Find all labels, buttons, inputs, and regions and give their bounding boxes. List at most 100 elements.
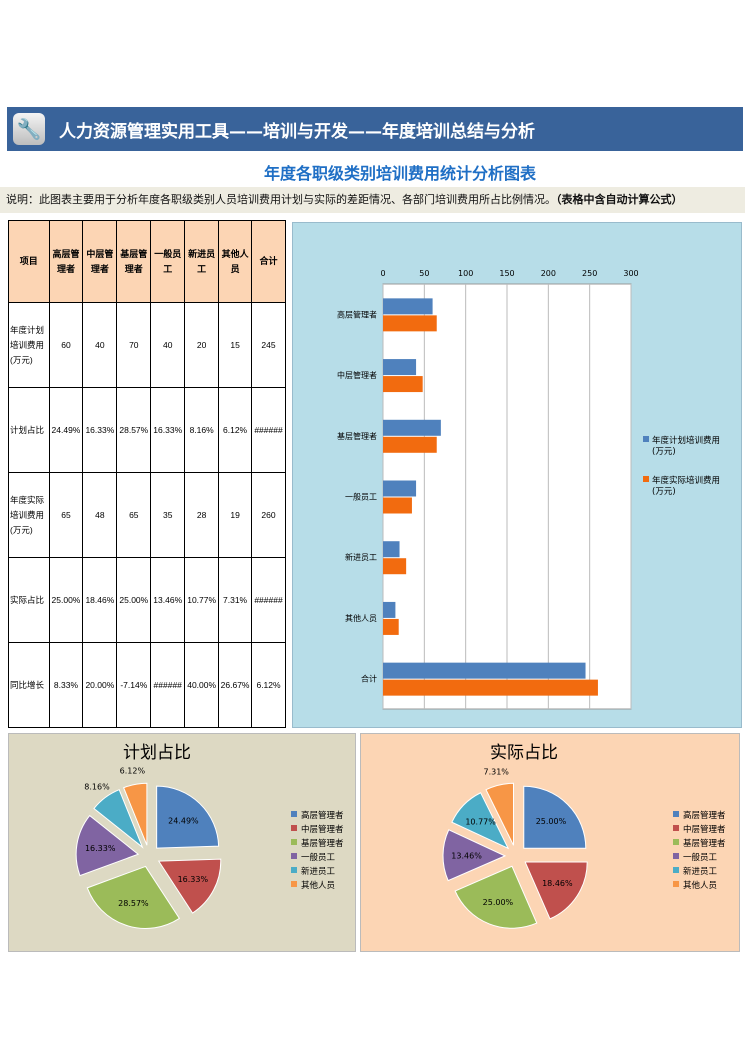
column-header: 新进员工: [184, 220, 220, 303]
legend-swatch: [673, 867, 679, 873]
table-cell[interactable]: 16.33%: [150, 387, 186, 473]
category-label: 中层管理者: [337, 370, 377, 380]
table-cell[interactable]: 20.00%: [82, 642, 118, 728]
legend-label: 新进员工: [301, 866, 336, 877]
table-cell[interactable]: 25.00%: [48, 557, 84, 643]
row-label[interactable]: 计划占比: [8, 387, 50, 473]
table-cell[interactable]: 40.00%: [184, 642, 220, 728]
bar-plan: [383, 419, 441, 436]
table-cell[interactable]: 65: [48, 472, 84, 558]
pie-slice: [485, 782, 514, 846]
table-cell[interactable]: 13.46%: [150, 557, 186, 643]
table-cell[interactable]: 25.00%: [116, 557, 152, 643]
legend-label-unit: (万元): [652, 487, 676, 497]
table-cell[interactable]: 70: [116, 302, 152, 388]
table-cell[interactable]: 35: [150, 472, 186, 558]
bar-plan: [383, 480, 417, 497]
x-tick-label: 100: [458, 269, 473, 278]
table-cell[interactable]: 245: [251, 302, 286, 388]
row-label[interactable]: 年度实际培训费用(万元): [8, 472, 50, 558]
table-cell[interactable]: 28.57%: [116, 387, 152, 473]
legend-swatch: [643, 436, 649, 442]
bar-plan: [383, 541, 400, 558]
bar-plan: [383, 601, 396, 618]
plan-pie-panel: 计划占比 24.49% 16.33% 28.57% 16.33% 8.16% 6.12% 高层…: [8, 733, 356, 952]
table-cell[interactable]: ######: [251, 387, 286, 473]
description-note: （表格中含自动计算公式）: [556, 193, 683, 206]
category-label: 一般员工: [345, 492, 377, 502]
table-cell[interactable]: 7.31%: [218, 557, 253, 643]
table-cell[interactable]: 6.12%: [218, 387, 253, 473]
table-cell[interactable]: 16.33%: [82, 387, 118, 473]
table-cell[interactable]: -7.14%: [116, 642, 152, 728]
bar-actual: [383, 558, 407, 575]
table-cell[interactable]: 48: [82, 472, 118, 558]
table-cell[interactable]: 28: [184, 472, 220, 558]
data-label: 24.49%: [168, 816, 199, 825]
bar-plan: [383, 662, 586, 679]
legend-swatch: [673, 881, 679, 887]
legend-label: 中层管理者: [683, 824, 726, 835]
table-cell[interactable]: 6.12%: [251, 642, 286, 728]
table-cell[interactable]: 18.46%: [82, 557, 118, 643]
table-row: 年度实际培训费用(万元) 65 48 65 35 28 19 260: [8, 472, 286, 558]
table-cell[interactable]: ######: [150, 642, 186, 728]
table-cell[interactable]: 260: [251, 472, 286, 558]
legend-swatch: [673, 825, 679, 831]
legend-label: 高层管理者: [683, 810, 726, 821]
table-cell[interactable]: 26.67%: [218, 642, 253, 728]
legend-label: 中层管理者: [301, 824, 344, 835]
legend-label: 基层管理者: [683, 838, 726, 849]
table-cell[interactable]: 15: [218, 302, 253, 388]
column-header: 高层管理者: [48, 220, 84, 303]
legend-label: 基层管理者: [301, 838, 344, 849]
bar-plan: [383, 359, 417, 376]
pie-slice: [122, 782, 148, 846]
description: 说明：此图表主要用于分析年度各职级类别人员培训费用计划与实际的差距情况、各部门培…: [0, 187, 745, 213]
row-label[interactable]: 年度计划培训费用(万元): [8, 302, 50, 388]
data-label: 18.46%: [542, 879, 573, 888]
table-cell[interactable]: 19: [218, 472, 253, 558]
legend-swatch: [643, 476, 649, 482]
pie-slice: [451, 792, 510, 850]
bar-plan: [383, 298, 433, 315]
row-label[interactable]: 实际占比: [8, 557, 50, 643]
table-cell[interactable]: 65: [116, 472, 152, 558]
wrench-icon: 🔧: [13, 113, 45, 145]
data-label: 16.33%: [85, 844, 116, 853]
legend-swatch: [291, 881, 297, 887]
column-header: 其他人员: [218, 220, 253, 303]
table-row: 年度计划培训费用(万元) 60 40 70 40 20 15 245: [8, 302, 286, 388]
column-header: 基层管理者: [116, 220, 152, 303]
data-label: 25.00%: [536, 817, 567, 826]
data-label: 16.33%: [178, 875, 209, 884]
category-label: 合计: [361, 674, 377, 684]
app-header: 🔧 人力资源管理实用工具——培训与开发——年度培训总结与分析: [7, 107, 743, 151]
table-cell[interactable]: 8.16%: [184, 387, 220, 473]
table-cell[interactable]: 8.33%: [48, 642, 84, 728]
bar-actual: [383, 376, 423, 393]
data-label: 28.57%: [118, 899, 149, 908]
table-cell[interactable]: 60: [48, 302, 84, 388]
legend-label: 高层管理者: [301, 810, 344, 821]
legend-label: 年度实际培训费用: [652, 475, 720, 486]
data-table: 项目 高层管理者 中层管理者 基层管理者 一般员工 新进员工 其他人员 合计 年度计划培训费用…: [8, 220, 286, 728]
row-label[interactable]: 同比增长: [8, 642, 50, 728]
x-tick-label: 300: [623, 269, 638, 278]
bar-actual: [383, 315, 437, 332]
table-cell[interactable]: 40: [82, 302, 118, 388]
legend-swatch: [291, 839, 297, 845]
table-cell[interactable]: 20: [184, 302, 220, 388]
category-label: 新进员工: [345, 552, 377, 562]
bar-chart-panel: 0 50 100 150 200 250 300 高层管理者 中层管理者 基层管理者 一般员工 新进员…: [292, 222, 742, 728]
table-cell[interactable]: 40: [150, 302, 186, 388]
table-cell[interactable]: 24.49%: [48, 387, 84, 473]
actual-pie-panel: 实际占比 25.00% 18.46% 25.00% 13.46% 10.77% 7.31% 高…: [360, 733, 740, 952]
pie-slice: [454, 865, 538, 929]
table-cell[interactable]: 10.77%: [184, 557, 220, 643]
table-cell[interactable]: ######: [251, 557, 286, 643]
data-label: 8.16%: [84, 782, 110, 791]
data-label: 6.12%: [120, 767, 146, 776]
legend-swatch: [291, 825, 297, 831]
category-label: 基层管理者: [337, 431, 377, 441]
